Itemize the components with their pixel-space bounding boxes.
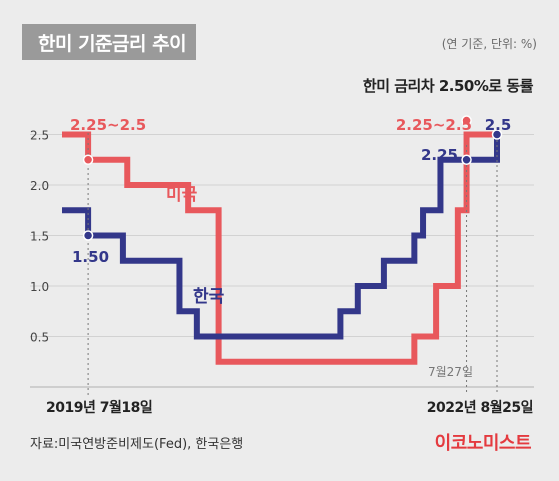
x-label-end: 2022년 8월25일 [427, 399, 533, 416]
us-start-value-label: 2.25~2.5 [70, 116, 146, 134]
kr-end-low-value-label: 2.25 [421, 146, 458, 164]
source-note: 자료:미국연방준비제도(Fed), 한국은행 [30, 437, 244, 452]
kr-july27-dot [461, 154, 472, 165]
y-tick-label: 2.5 [30, 129, 49, 143]
publisher-logo: 이코노미스트 [434, 433, 532, 454]
kr-end-high-value-label: 2.5 [485, 116, 512, 134]
chart-title: 한미 기준금리 추이 [38, 33, 187, 55]
kr-series-label: 한국 [193, 287, 225, 307]
us-end-dot [461, 115, 472, 126]
series-line-kr [62, 134, 500, 340]
us-start-dot [82, 154, 94, 165]
y-tick-label: 1.5 [30, 230, 49, 244]
y-tick-labels: 2.5 2.0 1.5 1.0 0.5 [30, 129, 49, 345]
series-line-us [62, 131, 497, 365]
us-end-value-label: 2.25~2.5 [396, 116, 472, 134]
y-tick-label: 2.0 [30, 179, 49, 193]
date-note-label: 7월27일 [428, 365, 473, 379]
chart-subtitle: 한미 금리차 2.50%로 동률 [363, 77, 534, 95]
kr-start-dot [82, 230, 94, 241]
unit-note: (연 기준, 단위: %) [441, 37, 537, 51]
x-label-start: 2019년 7월18일 [46, 399, 152, 416]
kr-start-value-label: 1.50 [72, 248, 109, 266]
kr-end-dot [491, 129, 503, 140]
annotation-markers [82, 115, 503, 395]
series-lines [62, 131, 500, 365]
y-tick-label: 1.0 [30, 280, 49, 294]
title-background [22, 24, 196, 60]
us-series-label: 미국 [166, 185, 198, 205]
y-tick-label: 0.5 [30, 331, 49, 345]
